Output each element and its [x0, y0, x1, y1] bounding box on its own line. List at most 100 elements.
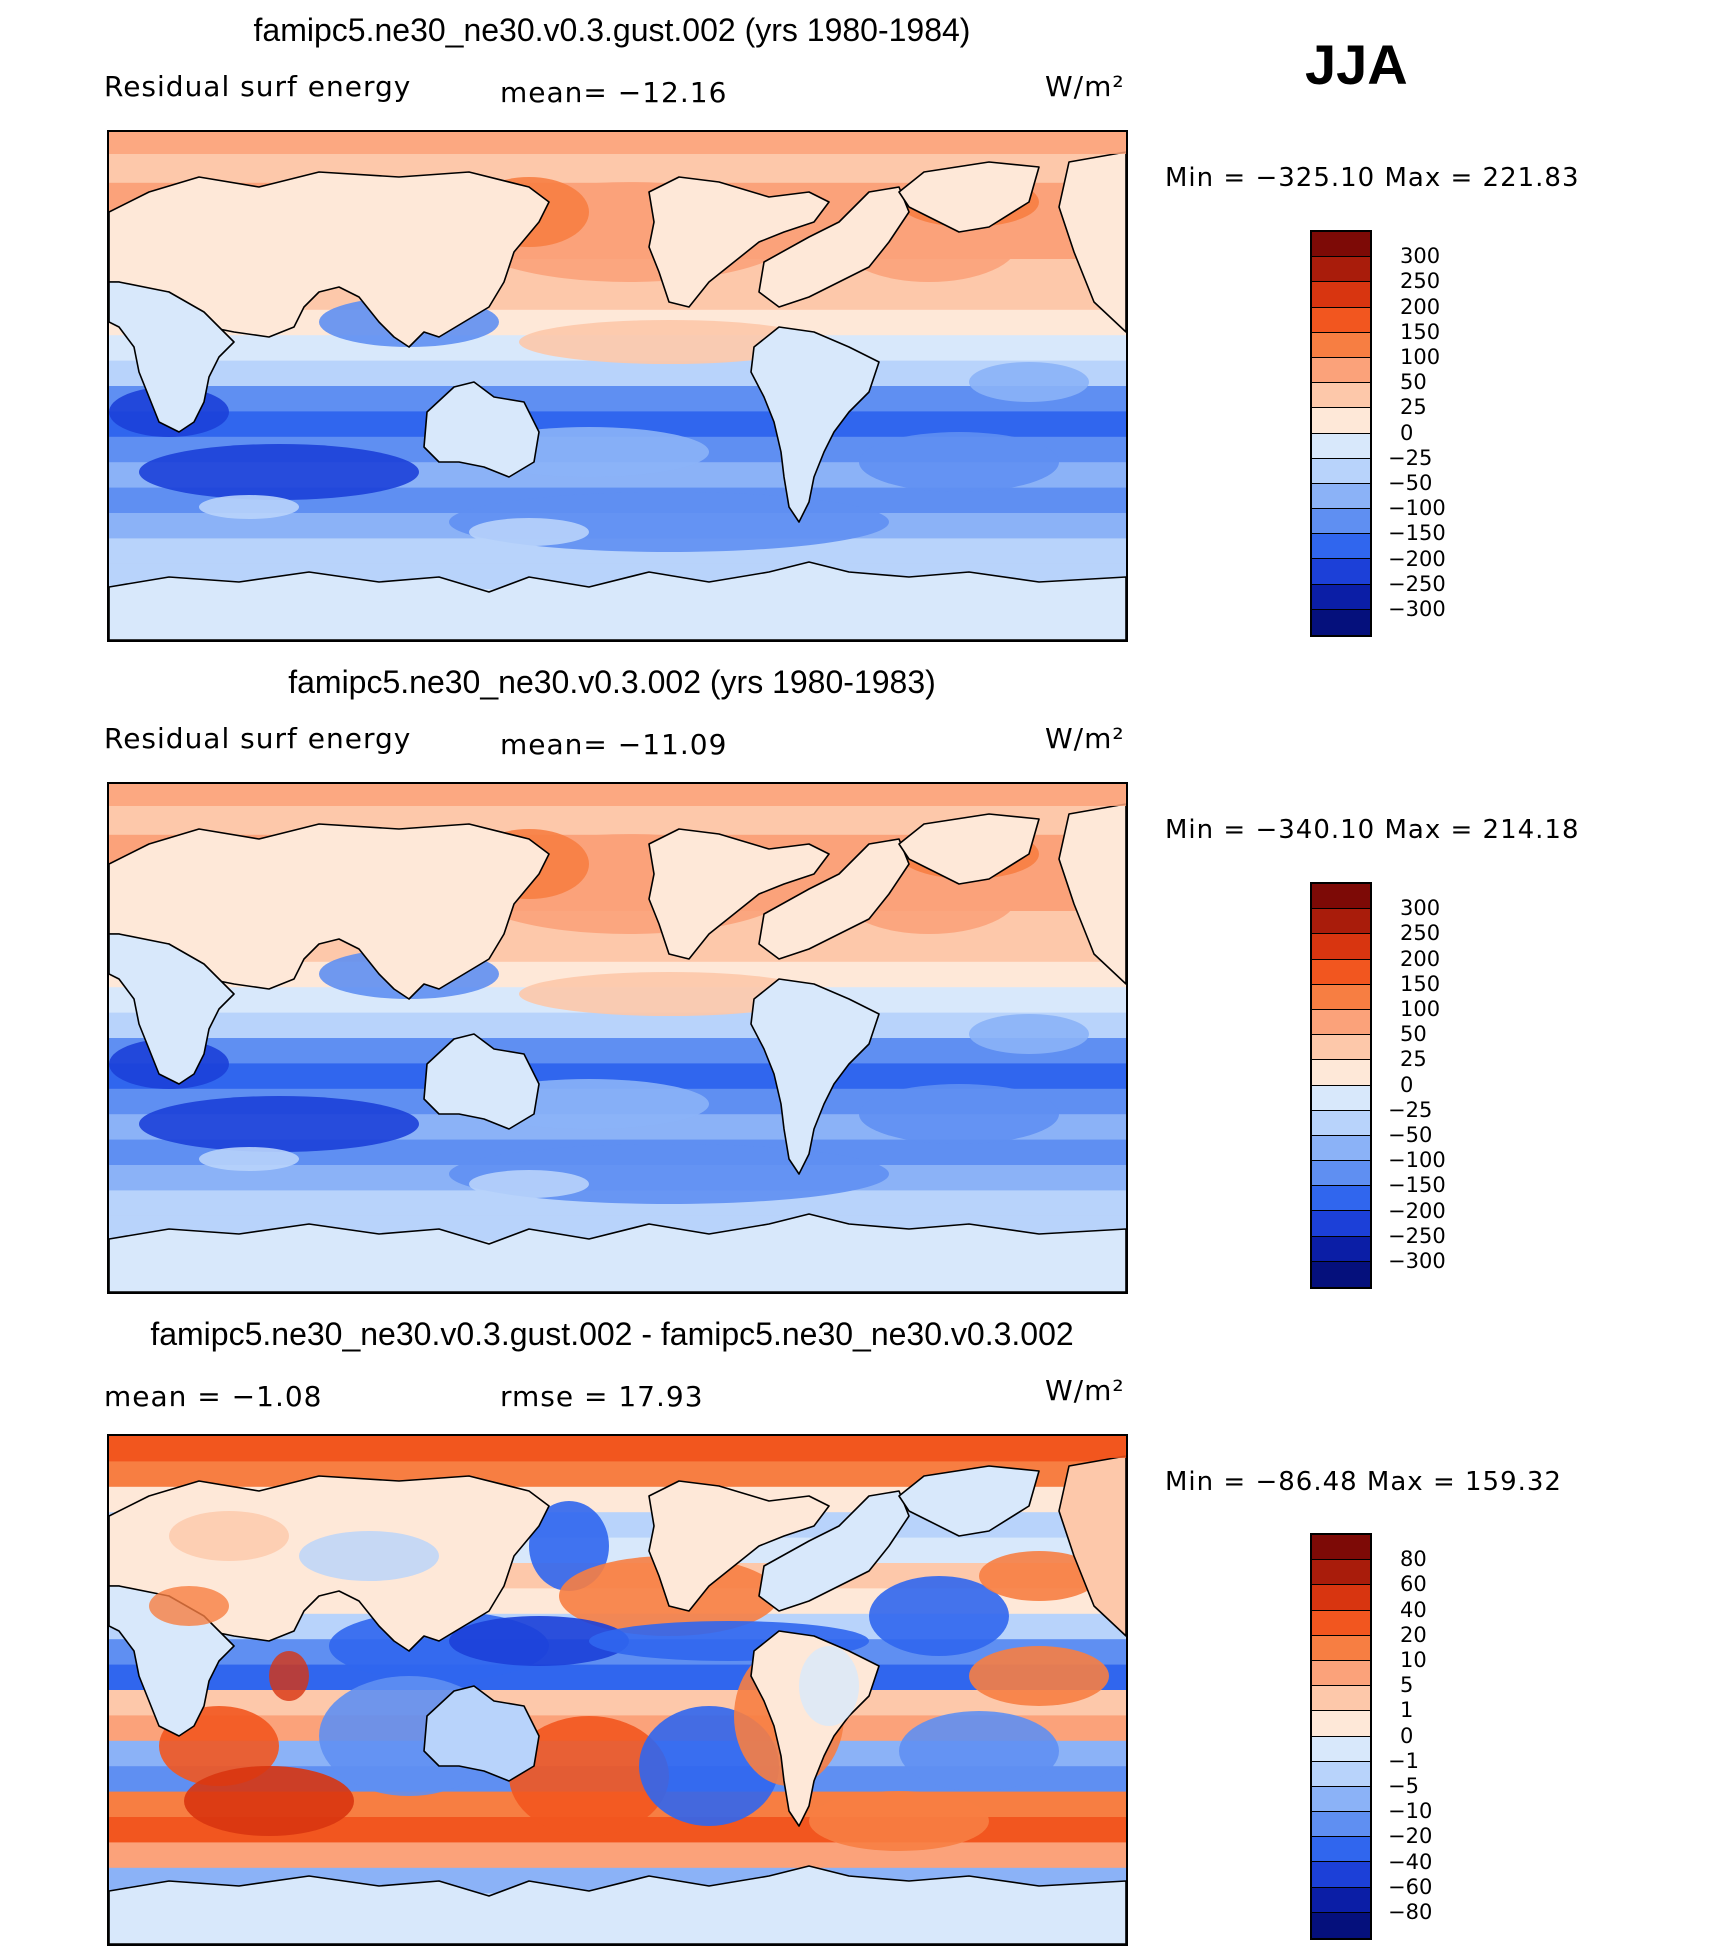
panel-2-mean-label: mean= −11.09	[500, 728, 728, 761]
colorbar-tick-label: −200	[1388, 1198, 1446, 1223]
colorbar-swatch	[1312, 1110, 1370, 1136]
colorbar-swatch	[1312, 1261, 1370, 1287]
colorbar-swatch	[1312, 1035, 1370, 1061]
colorbar-swatch	[1312, 433, 1370, 459]
colorbar-tick-label: −5	[1388, 1774, 1419, 1798]
colorbar-tick-label: 0	[1400, 1723, 1414, 1748]
colorbar-swatch	[1312, 1009, 1370, 1036]
colorbar-tick-label: −20	[1388, 1824, 1433, 1849]
colorbar-tick-label: −100	[1388, 1148, 1446, 1173]
colorbar-swatch	[1312, 282, 1370, 308]
colorbar-swatch	[1312, 1186, 1370, 1212]
panel-2-title: famipc5.ne30_ne30.v0.3.002 (yrs 1980-198…	[288, 664, 936, 700]
colorbar-tick-label: 10	[1400, 1648, 1427, 1672]
colorbar-swatch	[1312, 1085, 1370, 1111]
colorbar-tick-label: 300	[1400, 896, 1441, 921]
colorbar-swatch	[1312, 609, 1370, 635]
colorbar-tick-label: 20	[1400, 1622, 1427, 1647]
colorbar-swatch	[1312, 1161, 1370, 1187]
panel-3-mean-label: mean = −1.08	[104, 1380, 323, 1413]
colorbar-swatch	[1312, 1711, 1370, 1737]
panel-1-units: W/m²	[1045, 70, 1125, 103]
colorbar-swatch	[1312, 1660, 1370, 1687]
colorbar-swatch	[1312, 332, 1370, 358]
panel-3-rmse-label: rmse = 17.93	[500, 1380, 704, 1413]
colorbar-swatch	[1312, 534, 1370, 560]
colorbar-tick-label: 100	[1400, 345, 1441, 369]
colorbar-tick-label: 5	[1400, 1673, 1414, 1698]
colorbar-tick-label: −50	[1388, 1123, 1433, 1147]
colorbar-swatch	[1312, 509, 1370, 535]
colorbar-swatch	[1312, 1560, 1370, 1586]
season-label: JJA	[1305, 33, 1408, 96]
colorbar-swatch	[1312, 458, 1370, 484]
panel-2-minmax: Min = −340.10 Max = 214.18	[1165, 815, 1580, 845]
panel-3-colorbar	[1310, 1533, 1372, 1941]
colorbar-tick-label: −25	[1388, 1097, 1433, 1122]
colorbar-tick-label: 25	[1400, 395, 1427, 420]
colorbar-tick-label: −300	[1388, 597, 1446, 621]
colorbar-swatch	[1312, 1812, 1370, 1838]
panel-3-title: famipc5.ne30_ne30.v0.3.gust.002 - famipc…	[150, 1316, 1074, 1352]
colorbar-tick-label: 25	[1400, 1047, 1427, 1072]
colorbar-swatch	[1312, 884, 1370, 910]
panel-2-units: W/m²	[1045, 722, 1125, 755]
colorbar-tick-label: −10	[1388, 1799, 1433, 1824]
colorbar-swatch	[1312, 257, 1370, 283]
colorbar-swatch	[1312, 232, 1370, 258]
colorbar-tick-label: 300	[1400, 244, 1441, 269]
colorbar-tick-label: 250	[1400, 269, 1441, 294]
colorbar-tick-label: −250	[1388, 571, 1446, 596]
colorbar-swatch	[1312, 1736, 1370, 1762]
colorbar-tick-label: −1	[1388, 1748, 1419, 1773]
panel-1-minmax: Min = −325.10 Max = 221.83	[1165, 163, 1580, 193]
colorbar-tick-label: 150	[1400, 971, 1441, 996]
colorbar-swatch	[1312, 1060, 1370, 1086]
panel-3-minmax: Min = −86.48 Max = 159.32	[1165, 1467, 1562, 1497]
colorbar-swatch	[1312, 584, 1370, 610]
colorbar-tick-label: 200	[1400, 946, 1441, 971]
colorbar-swatch	[1312, 1610, 1370, 1636]
colorbar-swatch	[1312, 909, 1370, 935]
colorbar-tick-label: 250	[1400, 921, 1441, 946]
colorbar-tick-label: −100	[1388, 496, 1446, 521]
colorbar-tick-label: −150	[1388, 1173, 1446, 1198]
colorbar-swatch	[1312, 1786, 1370, 1813]
colorbar-swatch	[1312, 483, 1370, 510]
colorbar-tick-label: −60	[1388, 1874, 1433, 1899]
colorbar-tick-label: 80	[1400, 1547, 1427, 1572]
panel-1-variable-label: Residual surf energy	[104, 70, 412, 103]
colorbar-tick-label: 60	[1400, 1572, 1427, 1597]
colorbar-tick-label: 200	[1400, 294, 1441, 319]
panel-1-title: famipc5.ne30_ne30.v0.3.gust.002 (yrs 198…	[253, 12, 971, 48]
colorbar-swatch	[1312, 307, 1370, 333]
panel-2-colorbar	[1310, 882, 1372, 1290]
colorbar-swatch	[1312, 1635, 1370, 1661]
colorbar-swatch	[1312, 959, 1370, 985]
colorbar-swatch	[1312, 408, 1370, 434]
colorbar-tick-label: 100	[1400, 997, 1441, 1021]
colorbar-tick-label: −40	[1388, 1849, 1433, 1874]
colorbar-tick-label: 150	[1400, 319, 1441, 344]
colorbar-tick-label: −150	[1388, 521, 1446, 546]
colorbar-tick-label: 0	[1400, 420, 1414, 445]
colorbar-tick-label: 0	[1400, 1072, 1414, 1097]
colorbar-tick-label: 40	[1400, 1597, 1427, 1622]
colorbar-swatch	[1312, 1887, 1370, 1913]
colorbar-swatch	[1312, 984, 1370, 1010]
colorbar-tick-label: 50	[1400, 1022, 1427, 1047]
colorbar-swatch	[1312, 383, 1370, 409]
colorbar-swatch	[1312, 1862, 1370, 1888]
panel-1-mean-label: mean= −12.16	[500, 76, 728, 109]
colorbar-tick-label: −80	[1388, 1900, 1433, 1924]
colorbar-swatch	[1312, 1837, 1370, 1863]
colorbar-tick-label: −50	[1388, 471, 1433, 495]
panel-2-map	[107, 782, 1128, 1294]
colorbar-tick-label: −250	[1388, 1223, 1446, 1248]
colorbar-tick-label: 50	[1400, 370, 1427, 395]
colorbar-swatch	[1312, 1686, 1370, 1712]
panel-1-colorbar	[1310, 230, 1372, 638]
colorbar-swatch	[1312, 1912, 1370, 1938]
panel-3-units: W/m²	[1045, 1374, 1125, 1407]
colorbar-swatch	[1312, 1211, 1370, 1237]
